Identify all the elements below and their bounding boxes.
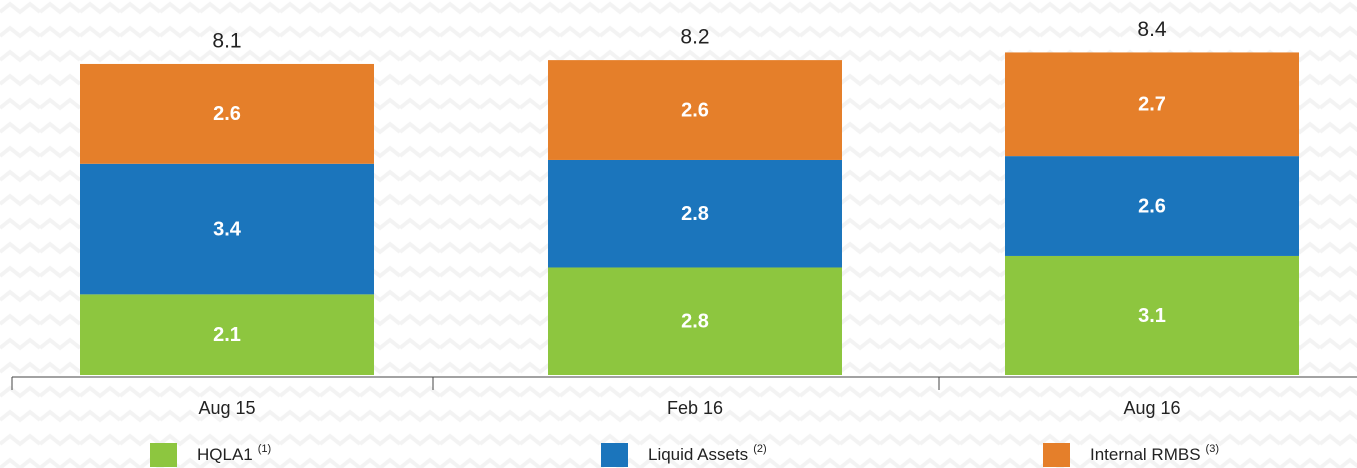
legend-footnote: (2) <box>753 443 766 455</box>
bar-segment <box>80 63 374 164</box>
segment-label: 2.8 <box>681 203 709 225</box>
segment-label: 3.1 <box>1138 305 1166 327</box>
x-tick-label: Aug 16 <box>1123 398 1180 418</box>
legend-name: Liquid Assets <box>648 445 748 464</box>
segment-label: 2.6 <box>681 99 709 121</box>
segment-label: 2.7 <box>1138 94 1166 116</box>
bar-segment <box>1005 255 1299 375</box>
bar-segment <box>80 294 374 375</box>
bar-segment <box>80 163 374 295</box>
legend-swatch <box>601 443 628 467</box>
legend-name: HQLA1 <box>197 445 253 464</box>
x-tick-label: Aug 15 <box>198 398 255 418</box>
x-tick-label: Feb 16 <box>667 398 723 418</box>
bar-segment <box>548 60 842 160</box>
legend-name: Internal RMBS <box>1090 445 1201 464</box>
legend-swatch <box>1043 443 1070 467</box>
total-label: 8.2 <box>680 26 709 49</box>
segment-label: 2.6 <box>1138 195 1166 217</box>
legend-label: HQLA1 (1) <box>197 443 271 465</box>
bar-segment <box>1005 52 1299 157</box>
legend-footnote: (1) <box>258 443 271 455</box>
legend-label: Liquid Assets (2) <box>648 443 767 465</box>
legend-footnote: (3) <box>1206 443 1219 455</box>
legend-label: Internal RMBS (3) <box>1090 443 1219 465</box>
segment-label: 3.4 <box>213 218 242 240</box>
bar-segment <box>1005 156 1299 256</box>
total-label: 8.4 <box>1137 18 1167 41</box>
bar-segment <box>548 159 842 268</box>
bar-segment <box>548 267 842 375</box>
segment-label: 2.8 <box>681 311 709 333</box>
legend-swatch <box>150 443 177 467</box>
segment-label: 2.6 <box>213 103 241 125</box>
segment-label: 2.1 <box>213 324 241 346</box>
total-label: 8.1 <box>212 30 241 53</box>
